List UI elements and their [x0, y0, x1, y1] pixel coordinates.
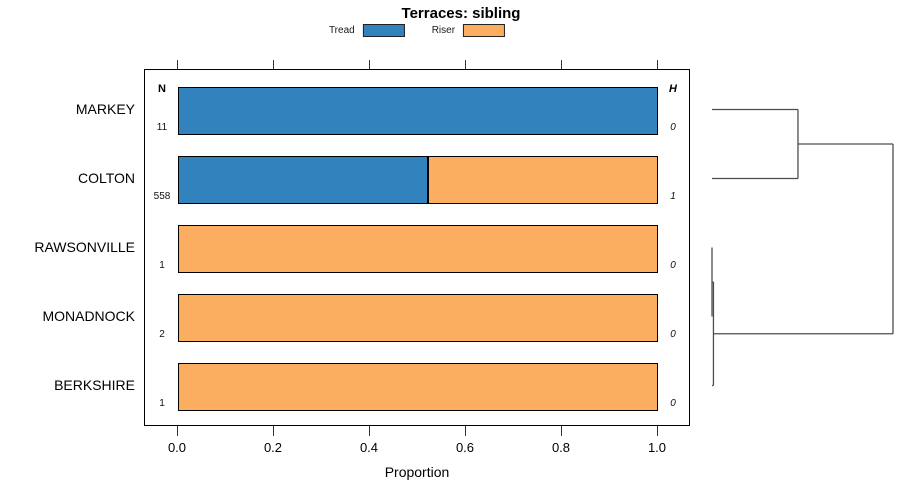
bar-segment-riser — [178, 362, 658, 411]
n-column-header: N — [158, 83, 166, 95]
n-value: 2 — [159, 328, 165, 340]
category-label-colton: COLTON — [77, 169, 135, 186]
x-tick-top — [561, 60, 563, 69]
category-label-berkshire: BERKSHIRE — [54, 376, 135, 393]
n-value: 558 — [153, 190, 171, 202]
x-tick-bottom — [273, 426, 275, 436]
plot-panel: N H 11 0 558 1 1 0 2 0 1 0 — [144, 69, 690, 426]
category-label-rawsonville: RAWSONVILLE — [34, 238, 135, 255]
x-tick-bottom — [177, 426, 179, 436]
category-label-monadnock: MONADNOCK — [42, 307, 135, 324]
bar-segment-riser — [427, 155, 658, 204]
x-tick-top — [177, 60, 179, 69]
h-value: 0 — [670, 397, 676, 409]
legend-label-riser: Riser — [431, 25, 456, 36]
legend-item-riser: Riser — [431, 24, 506, 37]
chart-title: Terraces: sibling — [401, 5, 521, 22]
n-value: 1 — [159, 397, 165, 409]
x-tick-top — [273, 60, 275, 69]
h-column-header: H — [669, 83, 677, 95]
legend-label-tread: Tread — [328, 25, 355, 36]
x-tick-label: 0.8 — [551, 440, 571, 455]
h-value: 0 — [670, 328, 676, 340]
legend: Tread Riser — [329, 24, 506, 37]
category-label-markey: MARKEY — [75, 100, 135, 117]
x-tick-top — [657, 60, 659, 69]
x-tick-bottom — [369, 426, 371, 436]
x-tick-label: 1.0 — [647, 440, 667, 455]
x-tick-top — [465, 60, 467, 69]
legend-swatch-riser — [463, 24, 506, 37]
n-value: 1 — [159, 259, 165, 271]
h-value: 0 — [670, 121, 676, 133]
legend-item-tread: Tread — [329, 24, 405, 37]
bar-segment-tread — [178, 86, 658, 135]
h-value: 0 — [670, 259, 676, 271]
x-tick-label: 0.6 — [455, 440, 475, 455]
x-tick-label: 0.4 — [359, 440, 379, 455]
x-tick-bottom — [657, 426, 659, 436]
legend-swatch-tread — [362, 24, 405, 37]
x-tick-bottom — [561, 426, 563, 436]
n-value: 11 — [156, 121, 168, 133]
x-tick-label: 0.0 — [167, 440, 187, 455]
bar-segment-riser — [178, 293, 658, 342]
x-axis-title: Proportion — [384, 464, 450, 480]
dendrogram — [711, 108, 894, 387]
x-tick-bottom — [465, 426, 467, 436]
bar-segment-riser — [178, 224, 658, 273]
h-value: 1 — [670, 190, 676, 202]
bar-segment-tread — [178, 155, 428, 204]
x-tick-top — [369, 60, 371, 69]
x-tick-label: 0.2 — [263, 440, 283, 455]
